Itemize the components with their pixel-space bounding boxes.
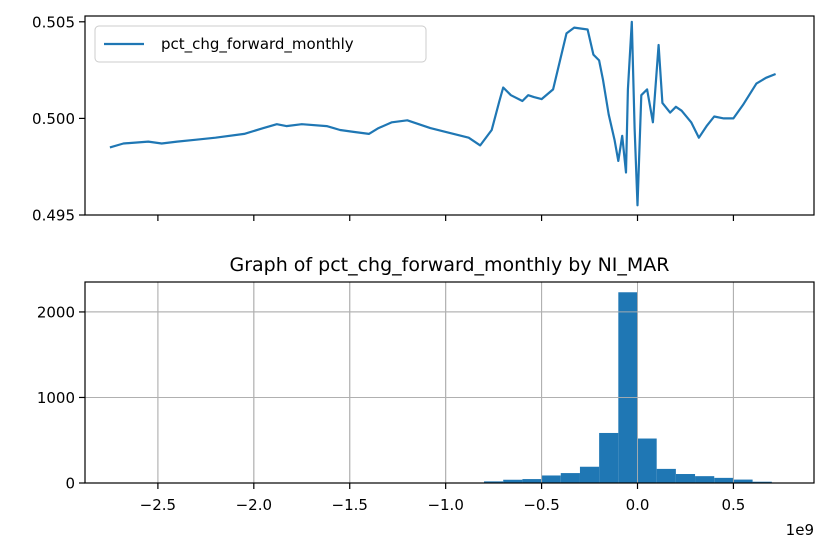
- histogram-bar: [676, 474, 695, 483]
- histogram-bar: [542, 475, 561, 483]
- histogram-bar: [561, 473, 580, 483]
- bottom-panel: Graph of pct_chg_forward_monthly by NI_M…: [37, 254, 814, 539]
- bottom-chart-title: Graph of pct_chg_forward_monthly by NI_M…: [229, 254, 669, 276]
- legend-label: pct_chg_forward_monthly: [161, 35, 354, 54]
- bottom-x-tick-label: −0.5: [523, 496, 559, 514]
- histogram-bar: [618, 292, 637, 483]
- legend: pct_chg_forward_monthly: [95, 26, 426, 62]
- histogram-bar: [657, 469, 676, 483]
- bottom-y-tick-label: 2000: [37, 303, 75, 321]
- top-y-tick-label: 0.500: [32, 110, 75, 128]
- histogram-bar: [599, 433, 618, 483]
- bottom-x-tick-label: −2.5: [140, 496, 176, 514]
- bottom-y-ticks: 0 1000 2000: [37, 303, 85, 492]
- bottom-x-tick-label: −1.0: [427, 496, 463, 514]
- top-panel: 0.495 0.500 0.505 pct_chg_forward_monthly: [32, 13, 814, 224]
- bottom-x-tick-label: −2.0: [236, 496, 272, 514]
- bottom-x-tick-label: 0.5: [721, 496, 745, 514]
- histogram-bar: [695, 476, 714, 483]
- top-y-tick-label: 0.495: [32, 207, 75, 225]
- histogram-bar: [714, 478, 733, 483]
- bottom-y-tick-label: 1000: [37, 389, 75, 407]
- top-x-ticks: [158, 215, 734, 221]
- bottom-x-ticks: −2.5 −2.0 −1.5 −1.0 −0.5 0.0 0.5: [140, 483, 746, 514]
- bottom-y-tick-label: 0: [65, 475, 75, 493]
- top-y-tick-label: 0.505: [32, 13, 75, 31]
- bottom-x-tick-label: 0.0: [626, 496, 650, 514]
- bottom-x-tick-label: −1.5: [332, 496, 368, 514]
- histogram-bar: [580, 467, 599, 483]
- x-offset-label: 1e9: [786, 521, 814, 539]
- histogram-bar: [638, 439, 657, 483]
- top-y-ticks: 0.495 0.500 0.505: [32, 13, 85, 224]
